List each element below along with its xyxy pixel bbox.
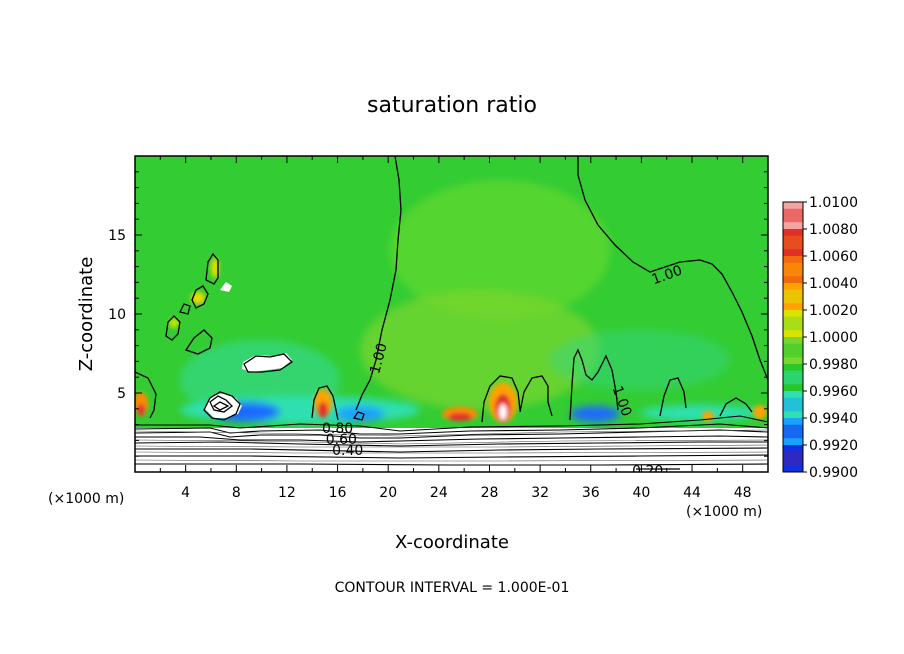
z-tick-label: 15: [108, 228, 126, 244]
contour-label: 0.40: [332, 443, 363, 459]
colorbar-label: 1.0100: [809, 195, 858, 211]
contour-1.00: [135, 156, 768, 470]
chart-title: saturation ratio: [367, 93, 537, 118]
field-lowband-cyan-right: [640, 405, 760, 421]
field-cyan-right: [550, 330, 730, 390]
small-yellow-cloud-1: [211, 258, 219, 278]
x-tick-label: 8: [232, 485, 241, 501]
x-tick-label: 44: [683, 485, 701, 501]
x-tick-label: 16: [329, 485, 347, 501]
colorbar-label: 0.9920: [809, 438, 858, 454]
x-tick-label: 28: [481, 485, 499, 501]
field-mid-yellowgreen: [360, 290, 600, 410]
contour-label: 0.60: [326, 432, 357, 448]
colorbar-label: 0.9980: [809, 357, 858, 373]
y-axis-title: Z-coordinate: [76, 257, 97, 372]
colorbar-label: 1.0040: [809, 276, 858, 292]
colorbar-label: 1.0020: [809, 303, 858, 319]
contour-label: 1.00: [367, 341, 391, 375]
hot-spot-48: [753, 405, 767, 419]
contour-interval-label: CONTOUR INTERVAL = 1.000E-01: [335, 580, 570, 596]
x-tick-label: 40: [632, 485, 650, 501]
colorbar-label: 1.0000: [809, 330, 858, 346]
hot-spot-24-core: [448, 413, 472, 421]
colorbar-label: 0.9960: [809, 384, 858, 400]
contour-label: 0.80: [322, 421, 353, 437]
x-tick-label: 12: [278, 485, 296, 501]
x-tick-label: 36: [582, 485, 600, 501]
hot-spot-28-white: [499, 404, 507, 420]
z-axis: 5 10 15: [108, 155, 768, 473]
z-tick-label: 10: [108, 307, 126, 323]
field-upper-yellowgreen: [390, 180, 610, 320]
hot-spot-15-core: [318, 402, 328, 418]
z-tick-label: 5: [117, 386, 126, 402]
low-layer-contours-thin: [135, 429, 768, 462]
hot-spot-left-core: [137, 404, 145, 416]
field-lowband-blue-2: [335, 406, 385, 422]
plot-area: 1.001.001.000.800.600.400.20: [135, 156, 768, 479]
x-axis: 4 8 12 16 20 24 28 32 36 40 44 48: [134, 156, 769, 501]
colorbar-label: 1.0060: [809, 249, 858, 265]
small-yellow-cloud-3: [169, 318, 179, 328]
field-lowband-blue-3: [570, 406, 620, 422]
x-axis-title: X-coordinate: [395, 532, 509, 553]
contour-label: 0.20: [632, 463, 663, 479]
x-tick-label: 32: [531, 485, 549, 501]
low-layer-contours: [135, 415, 768, 466]
x-tick-label: 20: [379, 485, 397, 501]
colorbar-label: 1.0080: [809, 222, 858, 238]
x-tick-label: 48: [734, 485, 752, 501]
white-cloud-patch-1: [220, 282, 232, 292]
colorbar-label: 0.9900: [809, 465, 858, 481]
x-unit-label-left: (×1000 m): [48, 491, 124, 507]
x-tick-label: 4: [181, 485, 190, 501]
x-tick-label: 24: [430, 485, 448, 501]
colorbar-label: 0.9940: [809, 411, 858, 427]
colorbar: 1.0100 1.0080 1.0060 1.0040 1.0020 1.0000 0.99…: [782, 195, 858, 481]
x-unit-label-right: (×1000 m): [686, 504, 762, 520]
